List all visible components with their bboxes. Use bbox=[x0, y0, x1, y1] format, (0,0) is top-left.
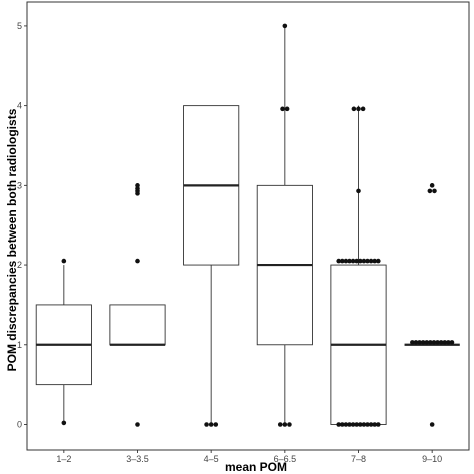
x-tick-label: 3–3.5 bbox=[126, 454, 149, 464]
outlier-point bbox=[429, 183, 435, 188]
box-6–6.5 bbox=[256, 25, 313, 425]
panel-border bbox=[26, 1, 470, 451]
outlier-point bbox=[135, 186, 140, 191]
outlier-point bbox=[282, 23, 288, 29]
outlier-point bbox=[420, 340, 426, 345]
outlier-point bbox=[435, 340, 440, 345]
outlier-point bbox=[350, 422, 356, 427]
outlier-point bbox=[356, 106, 361, 112]
outlier-point bbox=[204, 422, 209, 427]
outlier-point bbox=[208, 422, 214, 427]
outlier-point bbox=[61, 420, 67, 426]
box-7–8 bbox=[330, 105, 387, 425]
outlier-point bbox=[368, 422, 374, 427]
outlier-point bbox=[358, 258, 363, 264]
outlier-point bbox=[354, 422, 360, 427]
outlier-point bbox=[336, 422, 342, 427]
x-tick-label: 7–8 bbox=[351, 454, 366, 464]
outlier-point bbox=[410, 340, 415, 345]
y-axis: 0 1 2 3 4 5 bbox=[17, 21, 27, 429]
outlier-point bbox=[427, 188, 433, 194]
outlier-point bbox=[343, 422, 349, 427]
outlier-point bbox=[282, 422, 288, 427]
y-tick-label: 3 bbox=[17, 180, 22, 190]
x-tick-label: 9–10 bbox=[422, 454, 442, 464]
iqr-box bbox=[109, 304, 166, 346]
outlier-point bbox=[213, 422, 219, 427]
outlier-point bbox=[376, 258, 381, 264]
outlier-point bbox=[365, 258, 370, 264]
outlier-point bbox=[351, 106, 357, 112]
x-tick-label: 1–2 bbox=[56, 454, 71, 464]
box-1–2 bbox=[35, 265, 92, 425]
boxes bbox=[35, 25, 460, 425]
outlier-point bbox=[361, 422, 367, 427]
y-tick-label: 4 bbox=[17, 101, 22, 111]
outlier-point bbox=[442, 340, 448, 345]
outlier-point bbox=[350, 258, 356, 264]
outlier-point bbox=[358, 422, 363, 427]
outlier-point bbox=[361, 258, 367, 264]
outlier-point bbox=[340, 258, 345, 264]
outlier-point bbox=[277, 422, 283, 427]
outlier-point bbox=[135, 183, 140, 188]
x-axis: 1–2 3–3.5 4–5 6–6.5 7–8 9–10 bbox=[56, 450, 442, 464]
outlier-points bbox=[61, 23, 455, 427]
outlier-point bbox=[343, 258, 349, 264]
outlier-point bbox=[376, 422, 381, 427]
outlier-point bbox=[284, 106, 290, 112]
outlier-point bbox=[446, 340, 451, 345]
y-tick-label: 1 bbox=[17, 340, 22, 350]
outlier-point bbox=[347, 258, 352, 264]
outlier-point bbox=[428, 340, 433, 345]
y-axis-title: POM discrepancies between both radiologi… bbox=[5, 108, 19, 371]
outlier-point bbox=[368, 258, 374, 264]
outlier-point bbox=[347, 422, 352, 427]
outlier-point bbox=[354, 258, 360, 264]
outlier-point bbox=[135, 422, 140, 427]
outlier-point bbox=[61, 258, 67, 264]
outlier-point bbox=[365, 422, 370, 427]
outlier-point bbox=[429, 422, 435, 427]
outlier-point bbox=[360, 106, 366, 112]
outlier-point bbox=[424, 340, 430, 345]
y-tick-label: 2 bbox=[17, 260, 22, 270]
outlier-point bbox=[417, 340, 422, 345]
outlier-point bbox=[287, 422, 292, 427]
outlier-point bbox=[432, 188, 437, 194]
x-axis-title: mean POM bbox=[225, 460, 287, 474]
x-tick-label: 4–5 bbox=[204, 454, 219, 464]
box-4–5 bbox=[183, 105, 240, 425]
outlier-point bbox=[449, 340, 455, 345]
outlier-point bbox=[372, 422, 378, 427]
plot-panel bbox=[26, 1, 470, 451]
outlier-point bbox=[336, 258, 342, 264]
outlier-point bbox=[280, 106, 285, 112]
outlier-point bbox=[431, 340, 437, 345]
x-tick-label: 6–6.5 bbox=[274, 454, 297, 464]
outlier-point bbox=[438, 340, 444, 345]
y-tick-label: 0 bbox=[17, 419, 22, 429]
outlier-point bbox=[372, 258, 378, 264]
outlier-point bbox=[340, 422, 345, 427]
box-3–3.5 bbox=[109, 304, 166, 346]
y-tick-label: 5 bbox=[17, 21, 22, 31]
outlier-point bbox=[413, 340, 419, 345]
outlier-point bbox=[356, 188, 361, 194]
outlier-point bbox=[135, 258, 140, 264]
